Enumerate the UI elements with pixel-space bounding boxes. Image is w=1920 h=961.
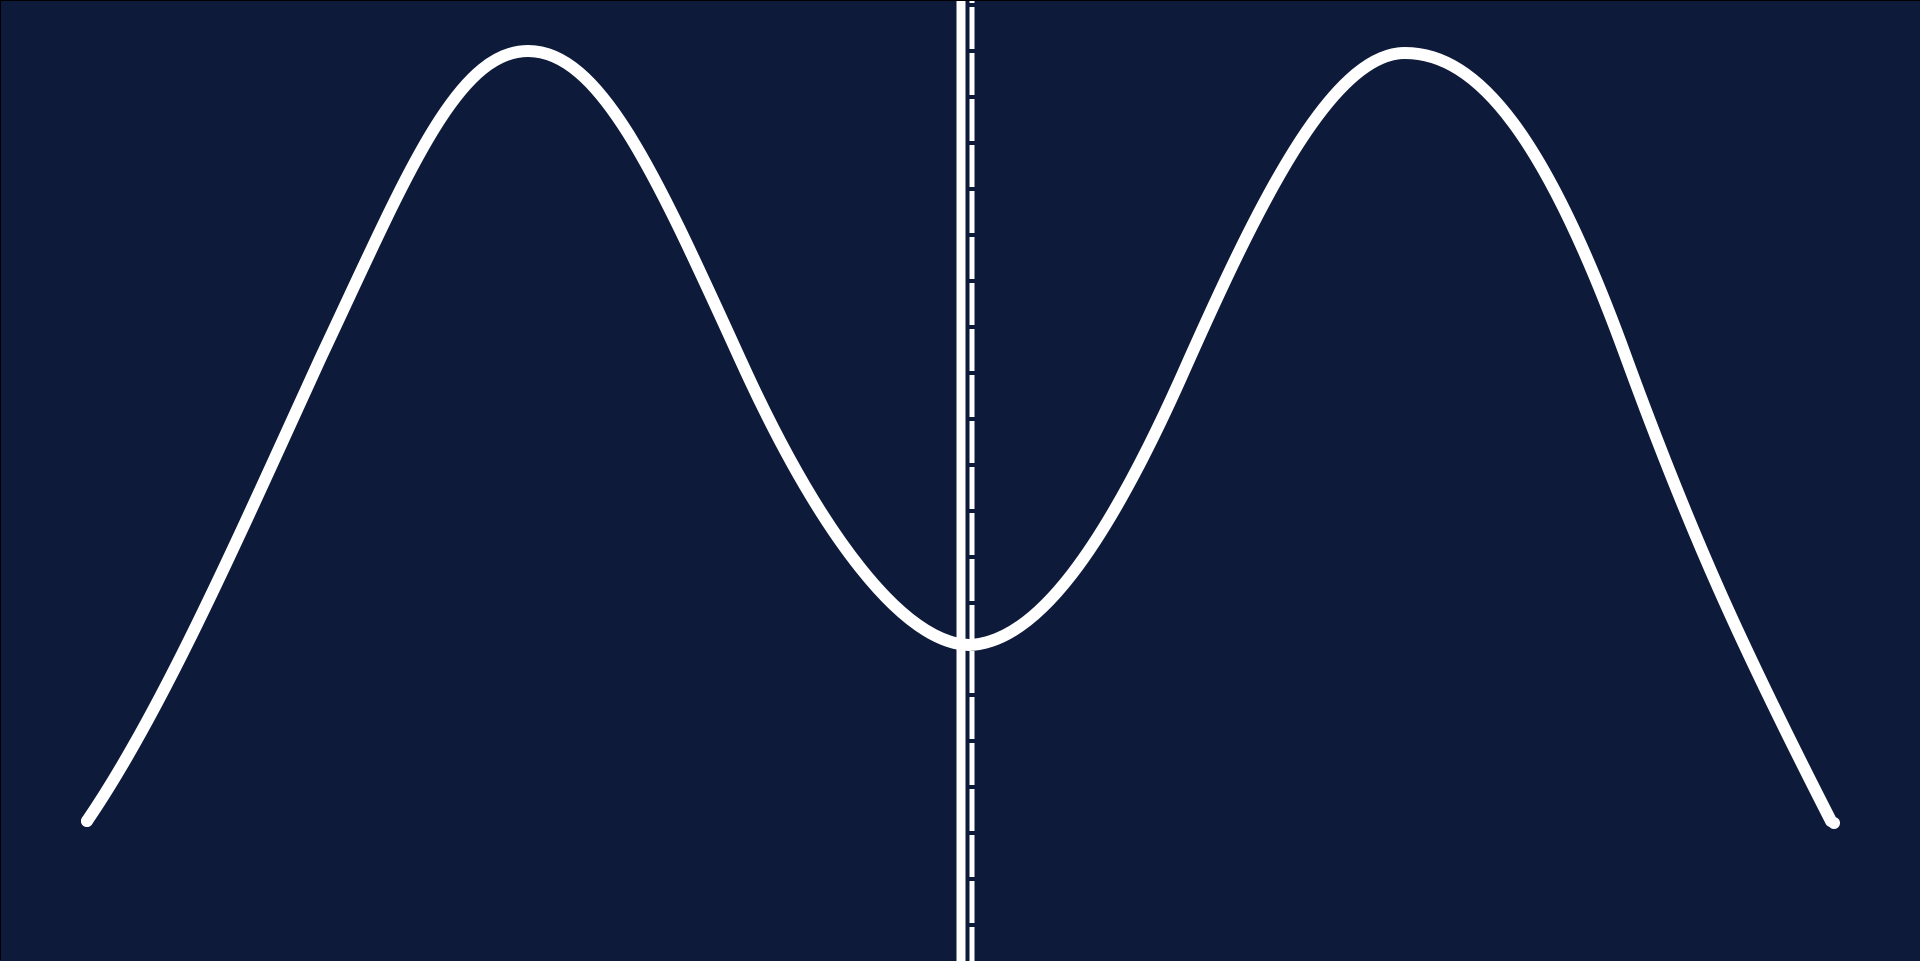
curve-end-endpoint: [1828, 817, 1840, 829]
wave-curve: [81, 45, 1837, 827]
curve-start-endpoint: [81, 815, 93, 827]
